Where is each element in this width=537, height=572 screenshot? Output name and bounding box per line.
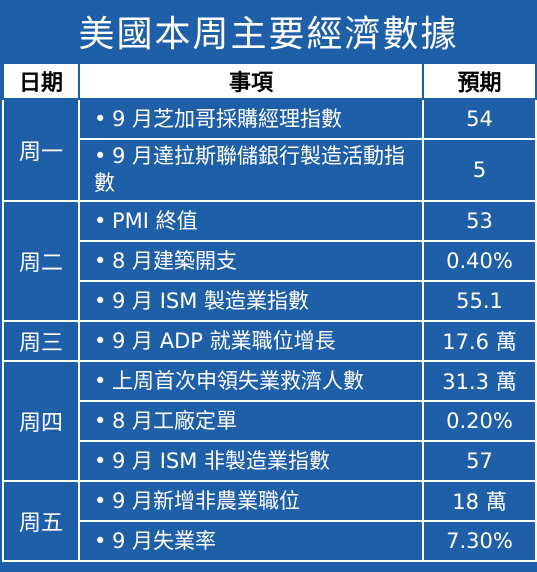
item-label: 9 月 ISM 製造業指數 (112, 288, 310, 313)
expected-cell: 54 (422, 98, 537, 140)
item-cell: • PMI 終值 (78, 200, 424, 242)
item-cell: • 9 月 ISM 非製造業指數 (78, 440, 424, 482)
table-row: • 9 月失業率 7.30% (3, 520, 537, 562)
expected-cell: 5 (422, 138, 537, 202)
table-row: • 8 月工廠定單 0.20% (3, 400, 537, 442)
item-cell: • 9 月達拉斯聯儲銀行製造活動指數 (78, 138, 424, 202)
bullet-icon: • (94, 448, 107, 473)
day-cell: 周五 (2, 480, 80, 562)
bullet-icon: • (94, 368, 107, 393)
item-label: 9 月 ADP 就業職位增長 (112, 328, 336, 353)
table-row: • 8 月建築開支 0.40% (3, 240, 537, 282)
item-cell: • 9 月新增非農業職位 (78, 480, 424, 522)
table-row: 周四 • 上周首次申領失業救濟人數 31.3 萬 (2, 360, 537, 482)
economic-data-table: 日期 事項 預期 周一 • 9 月芝加哥採購經理指數 54 • 9 月達拉斯聯儲銀行… (2, 62, 537, 562)
item-label: 9 月芝加哥採購經理指數 (112, 106, 343, 131)
expected-cell: 31.3 萬 (422, 360, 537, 402)
item-label: 8 月工廠定單 (112, 408, 238, 433)
item-label: PMI 終值 (112, 208, 198, 233)
expected-cell: 57 (422, 440, 537, 482)
item-cell: • 9 月失業率 (78, 520, 424, 562)
item-label: 8 月建築開支 (112, 248, 238, 273)
day-cell: 周一 (2, 98, 80, 202)
header-expected: 預期 (422, 62, 537, 100)
table-row: • 9 月達拉斯聯儲銀行製造活動指數 5 (3, 138, 537, 202)
bullet-icon: • (94, 328, 107, 353)
bullet-icon: • (94, 408, 107, 433)
item-label: 上周首次申領失業救濟人數 (112, 368, 364, 393)
item-cell: • 9 月芝加哥採購經理指數 (78, 98, 424, 140)
bullet-icon: • (94, 288, 107, 313)
table-row: 周一 • 9 月芝加哥採購經理指數 54 (2, 98, 537, 202)
expected-cell: 7.30% (422, 520, 537, 562)
bullet-icon: • (94, 528, 107, 553)
header-day: 日期 (2, 62, 80, 100)
day-cell: 周四 (2, 360, 80, 482)
expected-cell: 18 萬 (422, 480, 537, 522)
item-cell: • 9 月 ADP 就業職位增長 (78, 320, 424, 362)
item-label: 9 月失業率 (112, 528, 217, 553)
item-cell: • 9 月 ISM 製造業指數 (78, 280, 424, 322)
table-row: • 9 月 ISM 非製造業指數 57 (3, 440, 537, 482)
item-cell: • 上周首次申領失業救濟人數 (78, 360, 424, 402)
item-label: 9 月 ISM 非製造業指數 (112, 448, 331, 473)
item-label: 9 月新增非農業職位 (112, 488, 301, 513)
bullet-icon: • (94, 248, 107, 273)
item-cell: • 8 月工廠定單 (78, 400, 424, 442)
header-item: 事項 (78, 62, 424, 100)
expected-cell: 17.6 萬 (422, 320, 537, 362)
item-cell: • 8 月建築開支 (78, 240, 424, 282)
expected-cell: 0.40% (422, 240, 537, 282)
bullet-icon: • (94, 106, 107, 131)
bullet-icon: • (94, 488, 107, 513)
expected-cell: 55.1 (422, 280, 537, 322)
item-label: 9 月達拉斯聯儲銀行製造活動指數 (94, 144, 406, 195)
header-row: 日期 事項 預期 (2, 62, 537, 100)
expected-cell: 0.20% (422, 400, 537, 442)
day-cell: 周二 (2, 200, 80, 322)
table-row: • 9 月 ISM 製造業指數 55.1 (3, 280, 537, 322)
table-row: 周五 • 9 月新增非農業職位 18 萬 (2, 480, 537, 562)
expected-cell: 53 (422, 200, 537, 242)
day-cell: 周三 (2, 320, 80, 362)
table-row: 周三 • 9 月 ADP 就業職位增長 17.6 萬 (2, 320, 537, 362)
bullet-icon: • (94, 208, 107, 233)
table-row: 周二 • PMI 終值 53 (2, 200, 537, 322)
bullet-icon: • (94, 144, 107, 168)
table-title: 美國本周主要經濟數據 (78, 14, 459, 55)
